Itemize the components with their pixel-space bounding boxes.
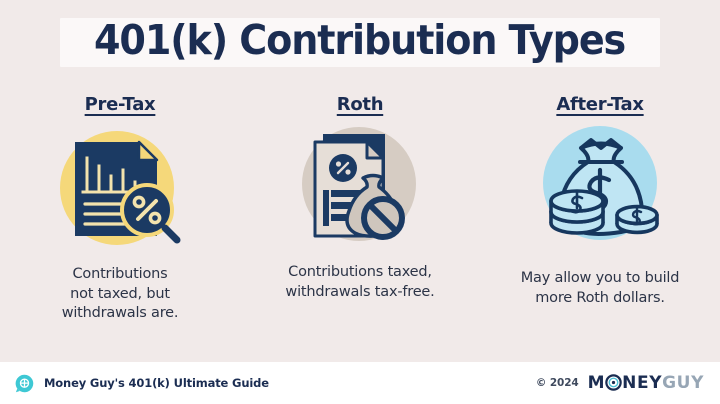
column-pre-tax: Pre-Tax (0, 86, 240, 348)
logo-text-guy: GUY (662, 372, 704, 393)
logo-text-m: M (587, 372, 606, 393)
contribution-types-columns: Pre-Tax (0, 86, 720, 348)
title-highlight-band: 401(k) Contribution Types (60, 15, 660, 67)
copyright-text: © 2024 (535, 377, 579, 389)
logo-o-target-icon (605, 373, 622, 393)
column-heading-after-tax: After-Tax (556, 94, 644, 115)
column-after-tax: After-Tax (480, 86, 720, 348)
money-bag-coin-stacks-icon (528, 117, 672, 249)
column-body-after-tax: May allow you to build more Roth dollars… (520, 270, 680, 306)
column-heading-roth: Roth (336, 94, 384, 115)
footer-bar: Money Guy's 401(k) Ultimate Guide © 2024… (0, 362, 720, 404)
footer-guide-link[interactable]: Money Guy's 401(k) Ultimate Guide (14, 373, 269, 394)
page-title: 401(k) Contribution Types (94, 15, 626, 64)
footer-guide-label: Money Guy's 401(k) Ultimate Guide (44, 376, 269, 390)
document-chart-magnifier-percent-icon (48, 121, 192, 253)
footer-brand: © 2024 M NEY GUY (535, 372, 704, 393)
page-title-container: 401(k) Contribution Types (0, 14, 720, 70)
document-percent-money-bag-prohibited-icon (288, 117, 432, 249)
logo-text-ney: NEY (622, 372, 663, 393)
column-body-pre-tax: Contributions not taxed, but withdrawals… (61, 266, 179, 322)
moneyguy-logo[interactable]: M NEY GUY (587, 372, 704, 393)
column-body-roth: Contributions taxed, withdrawals tax-fre… (285, 264, 435, 300)
plus-speech-bubble-icon (15, 374, 34, 392)
column-heading-pre-tax: Pre-Tax (84, 94, 156, 115)
column-roth: Roth (240, 86, 480, 348)
